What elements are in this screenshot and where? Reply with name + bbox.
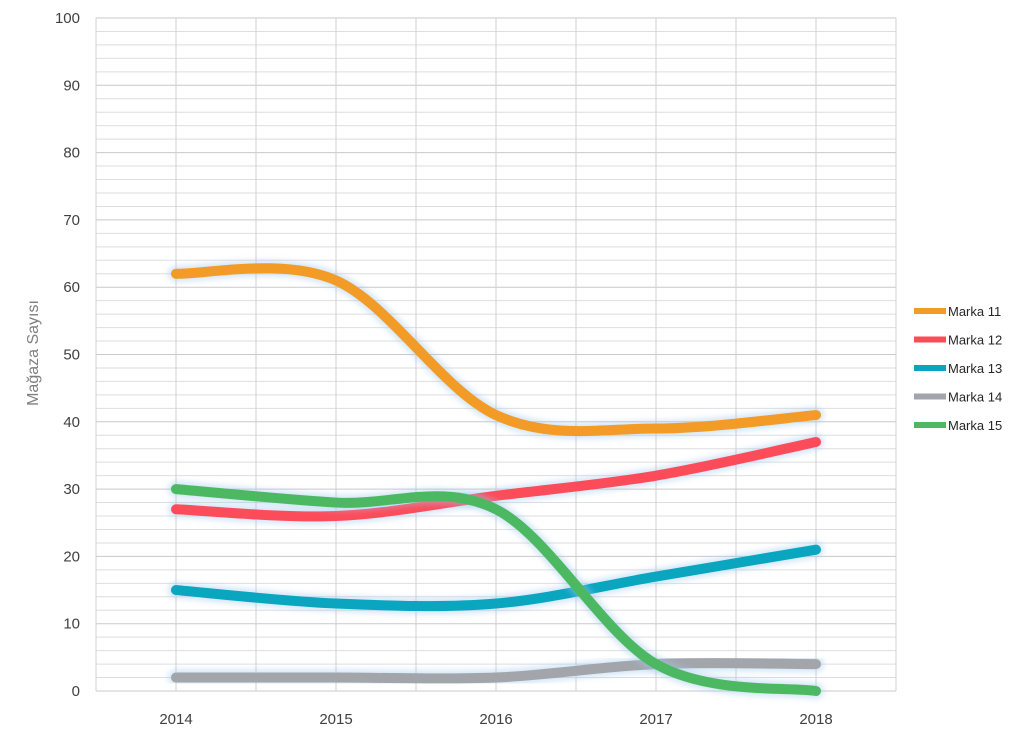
y-tick-label: 80 xyxy=(63,145,80,162)
y-tick-label: 90 xyxy=(63,77,80,94)
legend-label: Marka 13 xyxy=(948,361,1002,376)
series-line-2 xyxy=(171,436,821,522)
x-tick-label: 2016 xyxy=(479,711,512,728)
y-tick-label: 40 xyxy=(63,414,80,431)
series-line-4 xyxy=(171,658,821,684)
series-line-3 xyxy=(171,544,821,612)
legend-label: Marka 12 xyxy=(948,333,1002,348)
x-tick-labels: 2014 2015 2016 2017 2018 xyxy=(159,711,832,728)
x-tick-label: 2018 xyxy=(799,711,832,728)
series-line-5 xyxy=(171,484,821,696)
y-tick-label: 20 xyxy=(63,548,80,565)
legend-label: Marka 15 xyxy=(948,418,1002,433)
y-axis-title: Mağaza Sayısı xyxy=(25,300,42,406)
y-tick-label: 60 xyxy=(63,279,80,296)
y-tick-label: 10 xyxy=(63,616,80,633)
x-tick-label: 2017 xyxy=(639,711,672,728)
y-tick-label: 30 xyxy=(63,481,80,498)
legend: Marka 11 Marka 12 Marka 13 Marka 14 Marka 15 xyxy=(914,304,1002,433)
legend-label: Marka 11 xyxy=(948,304,1001,319)
y-tick-label: 50 xyxy=(63,347,80,364)
series-line-1 xyxy=(171,263,821,437)
x-tick-label: 2014 xyxy=(159,711,192,728)
series-lines xyxy=(168,260,824,699)
y-tick-label: 0 xyxy=(72,683,80,700)
x-tick-label: 2015 xyxy=(319,711,352,728)
y-tick-label: 70 xyxy=(63,212,80,229)
y-tick-labels: 0 10 20 30 40 50 60 70 80 90 100 xyxy=(55,10,80,700)
gridlines xyxy=(95,17,897,692)
legend-label: Marka 14 xyxy=(948,390,1002,405)
y-tick-label: 100 xyxy=(55,10,80,27)
